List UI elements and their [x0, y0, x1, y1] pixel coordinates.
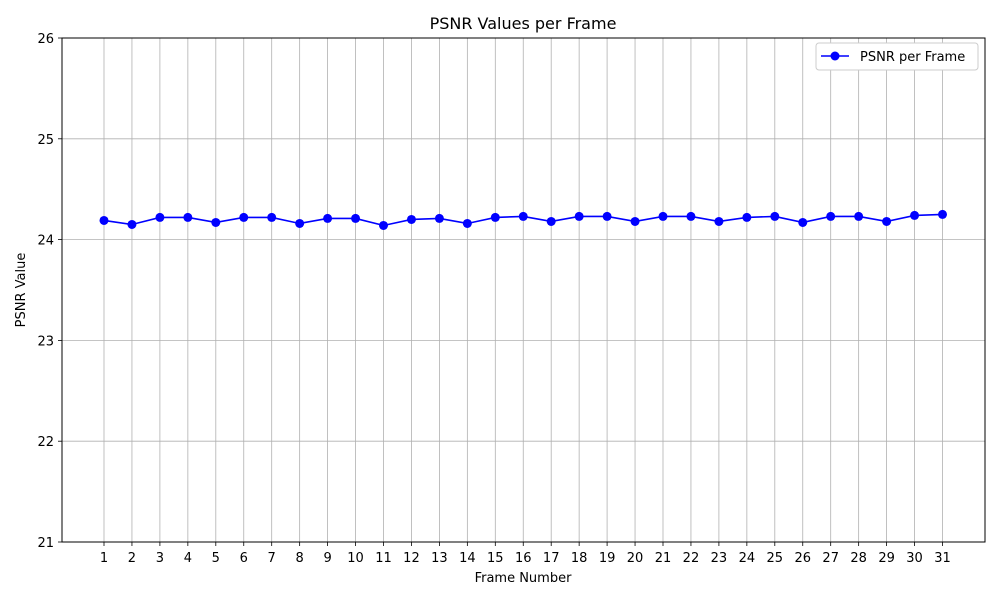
x-tick-label: 31 [934, 551, 951, 566]
x-tick-label: 18 [571, 551, 588, 566]
y-tick-label: 25 [37, 133, 54, 148]
x-tick-label: 10 [347, 551, 364, 566]
data-point [742, 212, 752, 222]
x-tick-label: 5 [212, 551, 220, 566]
x-tick-label: 25 [767, 551, 784, 566]
x-tick-label: 2 [128, 551, 136, 566]
data-point [630, 216, 640, 226]
x-tick-label: 21 [655, 551, 672, 566]
y-tick-label: 26 [37, 32, 54, 47]
x-tick-label: 24 [739, 551, 756, 566]
data-point [351, 213, 361, 223]
data-point [910, 210, 920, 220]
x-tick-label: 8 [296, 551, 304, 566]
data-point [434, 213, 444, 223]
legend-box [815, 42, 979, 71]
data-point [574, 211, 584, 221]
data-point [211, 217, 221, 227]
data-point [658, 211, 668, 221]
x-tick-label: 22 [683, 551, 700, 566]
data-point [826, 211, 836, 221]
data-point [155, 212, 165, 222]
data-point [686, 211, 696, 221]
y-tick-label: 21 [37, 536, 54, 551]
x-tick-label: 20 [627, 551, 644, 566]
data-point [379, 220, 388, 230]
x-tick-label: 9 [323, 551, 331, 566]
y-tick-label: 24 [37, 234, 54, 249]
x-tick-label: 26 [794, 551, 811, 566]
x-tick-label: 28 [850, 551, 867, 566]
x-tick-label: 17 [543, 551, 560, 566]
data-point [127, 219, 137, 229]
data-point [882, 216, 892, 226]
legend: PSNR per Frame [815, 42, 979, 71]
data-point [99, 215, 109, 225]
data-point [267, 212, 277, 222]
data-point [406, 214, 416, 224]
legend-label: PSNR per Frame [860, 50, 965, 65]
grid-layer [62, 38, 985, 542]
data-point [239, 212, 249, 222]
series-layer [99, 209, 947, 230]
x-tick-label: 30 [906, 551, 923, 566]
x-tick-label: 14 [459, 551, 476, 566]
x-tick-label: 12 [403, 551, 420, 566]
data-point [714, 216, 724, 226]
x-tick-label: 23 [711, 551, 728, 566]
data-point [602, 211, 612, 221]
x-tick-label: 6 [240, 551, 248, 566]
x-tick-label: 19 [599, 551, 616, 566]
x-tick-label: 1 [100, 551, 108, 566]
y-tick-label: 23 [37, 334, 54, 349]
data-point [323, 213, 333, 223]
ticks-layer: 1 2 3 4 5 6 7 8 9 10 11 12 13 14 15 16 17 18 19 20 21 22 23 24 2… [37, 32, 950, 566]
x-tick-label: 3 [156, 551, 164, 566]
x-axis-label: Frame Number [475, 571, 573, 586]
data-point [770, 211, 780, 221]
data-point [183, 212, 193, 222]
y-tick-label: 22 [37, 435, 54, 450]
data-point [518, 211, 528, 221]
x-tick-label: 7 [268, 551, 276, 566]
x-tick-label: 29 [878, 551, 895, 566]
x-tick-label: 16 [515, 551, 532, 566]
x-tick-label: 4 [184, 551, 192, 566]
y-axis-label: PSNR Value [14, 253, 29, 328]
x-tick-label: 27 [822, 551, 839, 566]
data-point [490, 212, 500, 222]
x-tick-label: 11 [375, 551, 392, 566]
data-point [546, 216, 556, 226]
data-point [798, 217, 808, 227]
chart-title: PSNR Values per Frame [430, 14, 617, 33]
data-point [938, 209, 947, 219]
data-point [295, 218, 305, 228]
data-point [462, 218, 472, 228]
legend-marker [830, 51, 840, 61]
x-tick-label: 13 [431, 551, 448, 566]
x-tick-label: 15 [487, 551, 504, 566]
data-point [854, 211, 864, 221]
